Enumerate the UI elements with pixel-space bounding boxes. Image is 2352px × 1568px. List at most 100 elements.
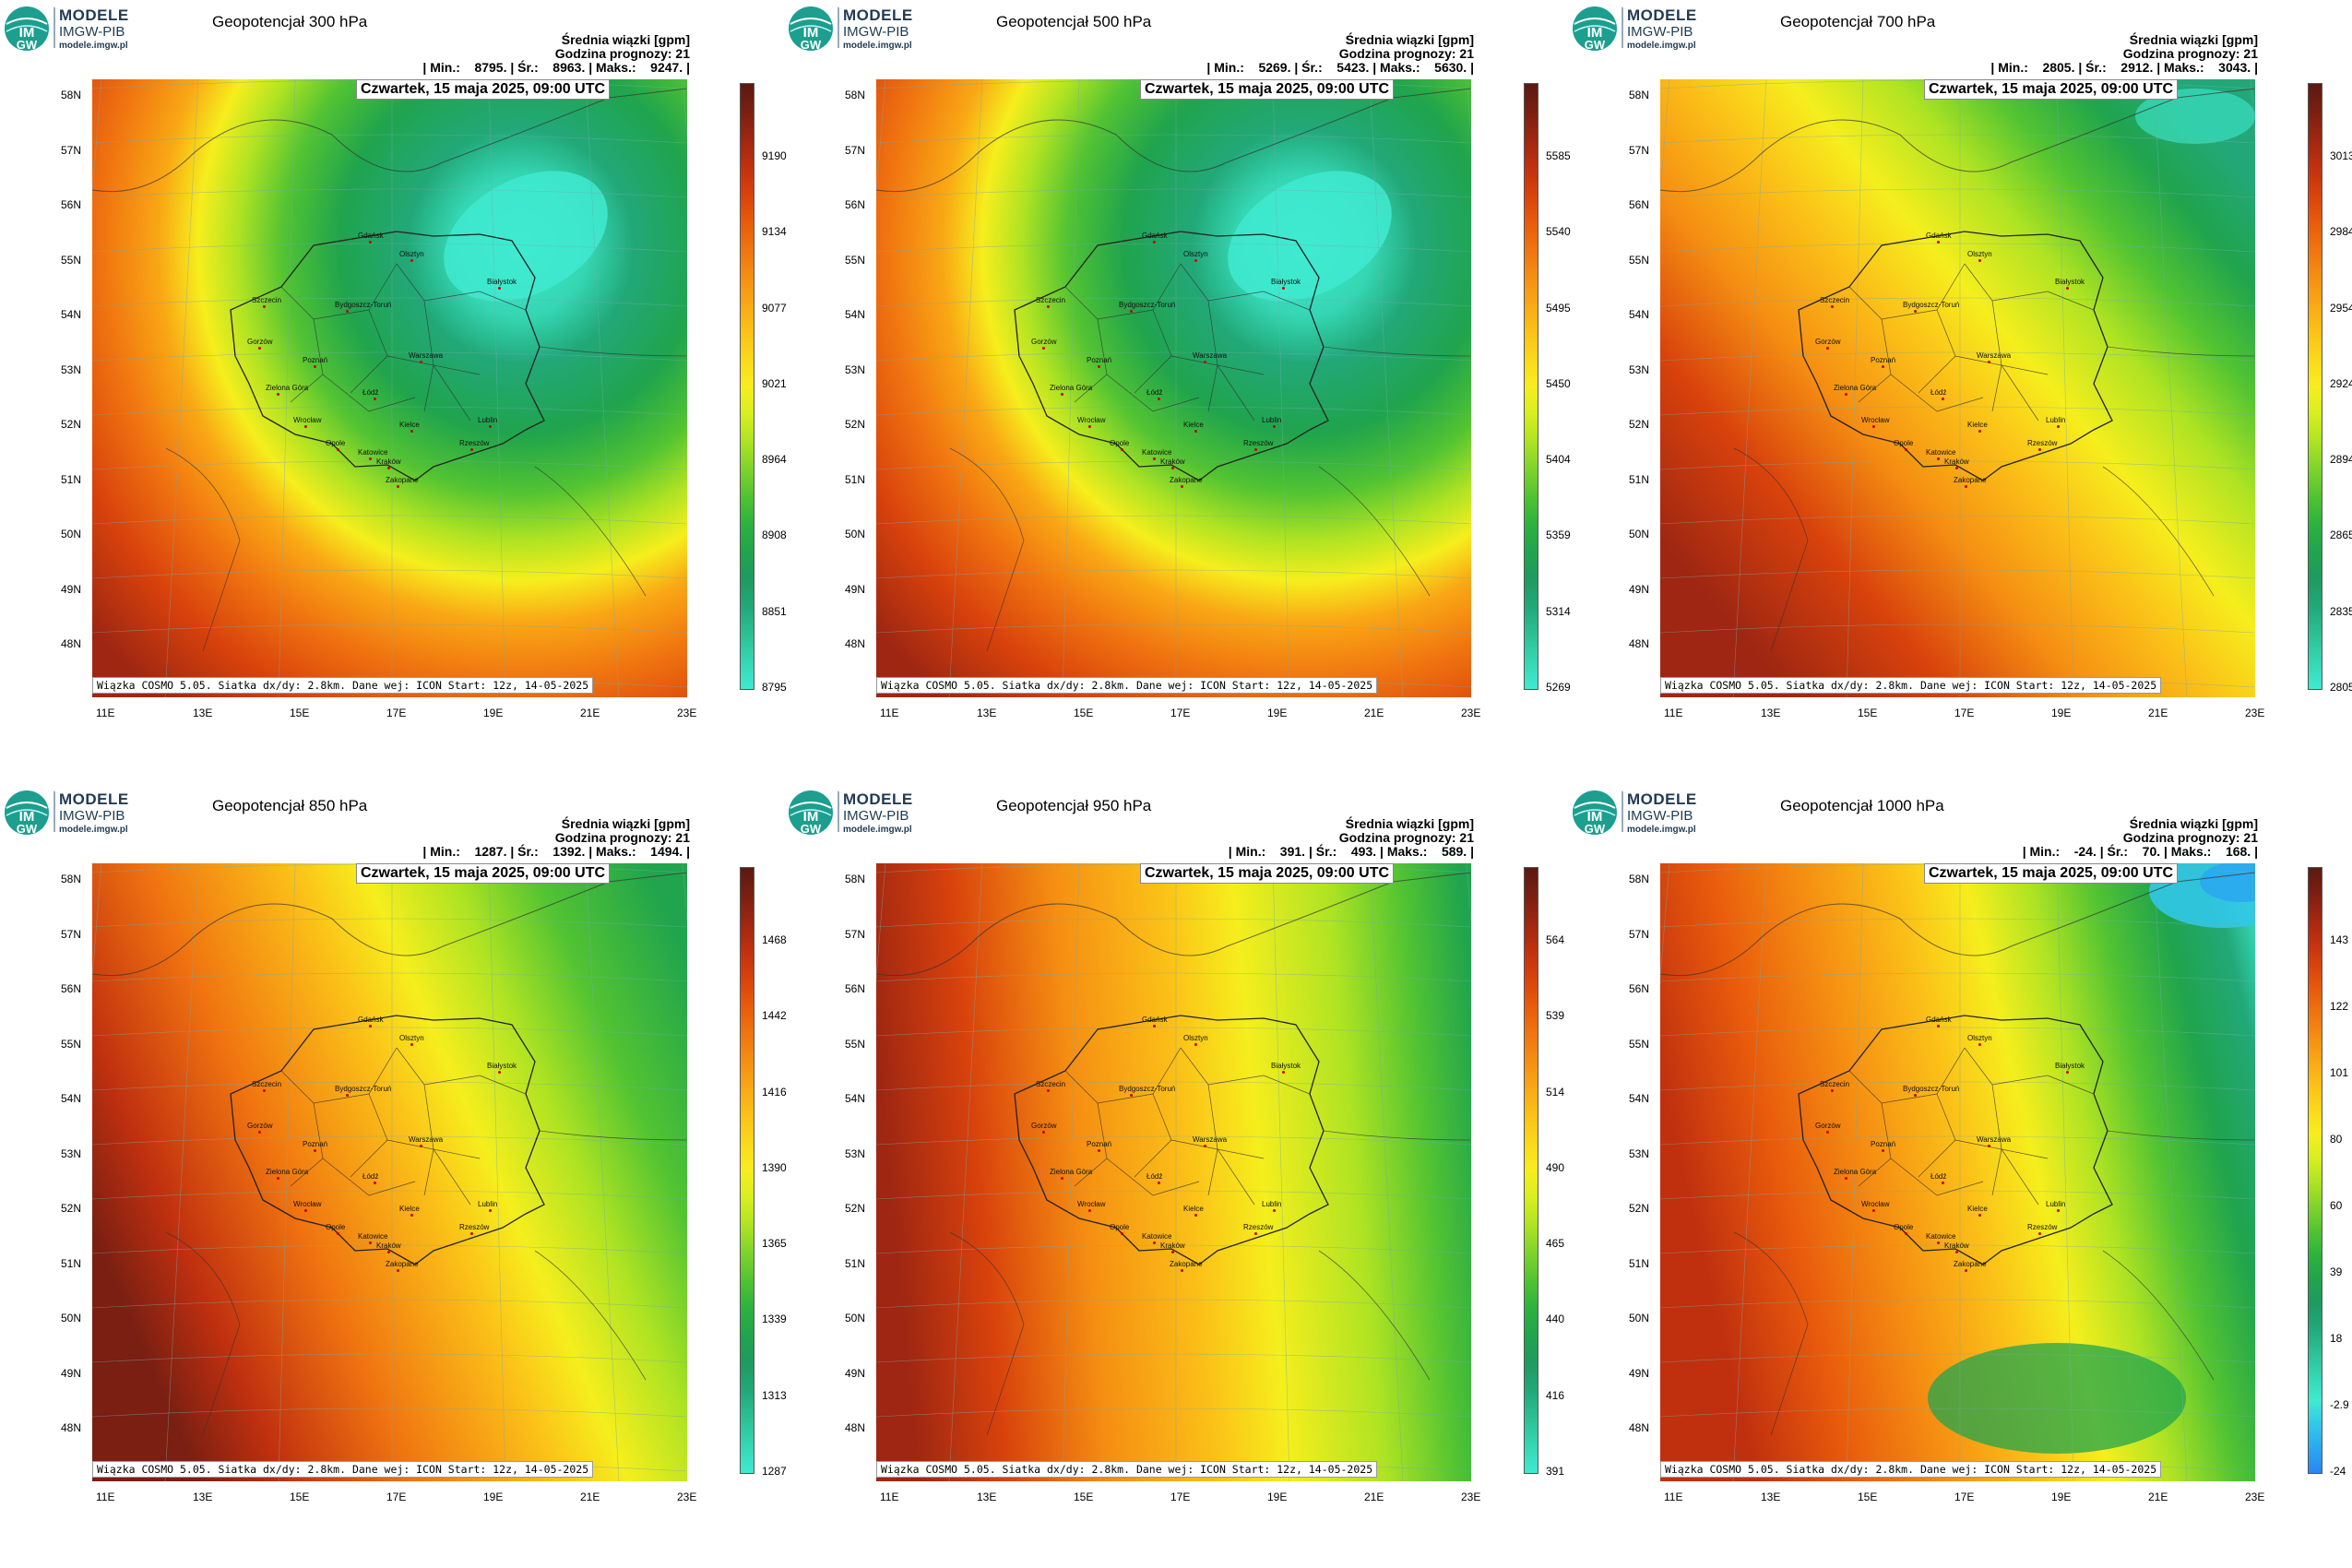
city-label: Gdańsk	[358, 1016, 384, 1024]
city-label: Białystok	[487, 278, 517, 286]
lat-tick-label: 50N	[61, 1312, 82, 1324]
grid-line	[1660, 863, 1670, 981]
city-label: Kraków	[376, 457, 401, 466]
grid-line	[1369, 863, 1404, 1481]
voivodeship-border	[2001, 1148, 2039, 1206]
colorbar-label: 2954	[2330, 301, 2352, 315]
brand-line2: IMGW-PIB	[843, 24, 909, 40]
city-label: Gdańsk	[1142, 232, 1168, 240]
lon-tick-label: 23E	[2245, 707, 2265, 719]
grid-line	[1660, 243, 2255, 253]
colorbar-label: 1468	[762, 933, 787, 946]
grid-line	[876, 243, 1471, 253]
city-marker	[2057, 1209, 2060, 1212]
lat-tick-label: 57N	[1629, 927, 1650, 941]
grid-line	[876, 1299, 1471, 1309]
panel-title: Geopotencjał 850 hPa	[212, 797, 368, 814]
lat-tick-label: 51N	[61, 472, 82, 486]
lat-tick-label: 58N	[845, 89, 866, 101]
map-area[interactable]: Gdańsk Olsztyn Białystok Szczecin Bydgoszcz-…	[92, 79, 687, 697]
city-marker	[2066, 287, 2069, 290]
city-marker	[1047, 1089, 1050, 1092]
brand-line2: IMGW-PIB	[1627, 808, 1693, 824]
grid-line	[876, 918, 1471, 928]
grid-line	[92, 569, 687, 579]
city-marker	[489, 1209, 492, 1212]
colorbar-label: 2805	[2330, 681, 2352, 694]
city-marker	[1254, 1232, 1257, 1235]
lat-tick-label: 51N	[1629, 472, 1650, 486]
brand-divider	[1621, 7, 1623, 48]
panel-title: Geopotencjał 950 hPa	[996, 797, 1152, 814]
date-box: Czwartek, 15 maja 2025, 09:00 UTC	[1924, 79, 2179, 100]
city-marker	[263, 305, 266, 308]
city-label: Opole	[1110, 439, 1130, 447]
grid-line	[92, 515, 687, 525]
city-label: Gdańsk	[1926, 1016, 1952, 1024]
grid-line	[1660, 297, 2255, 307]
map-area[interactable]: Gdańsk Olsztyn Białystok Szczecin Bydgoszcz-…	[876, 79, 1471, 697]
city-marker	[1965, 485, 1967, 488]
city-label: Gorzów	[1815, 1122, 1841, 1130]
info-forecast: Godzina prognozy: 21	[2122, 830, 2258, 845]
lon-tick-label: 11E	[1664, 1491, 1683, 1503]
lat-tick-label: 49N	[61, 582, 82, 596]
city-marker	[1254, 448, 1257, 451]
city-label: Białystok	[487, 1062, 517, 1070]
voivodeship-border	[2047, 1075, 2095, 1095]
imgw-logo-icon: IM GW	[5, 790, 49, 836]
brand-block: MODELE IMGW-PIB modele.imgw.pl	[59, 791, 129, 835]
colorbar-label: 9190	[762, 149, 787, 162]
lat-tick-label: 52N	[1629, 418, 1650, 431]
city-label: Lublin	[1262, 1200, 1282, 1208]
colorbar-label: 18	[2330, 1332, 2343, 1345]
city-marker	[258, 1131, 261, 1134]
city-marker	[1088, 1209, 1091, 1212]
map-area[interactable]: Gdańsk Olsztyn Białystok Szczecin Bydgoszcz-…	[1660, 863, 2255, 1481]
grid-line	[876, 188, 1471, 198]
lat-tick-label: 49N	[845, 1366, 866, 1380]
city-label: Zakopane	[1170, 1260, 1203, 1268]
grid-line	[1660, 134, 2255, 144]
coastline	[1660, 872, 2255, 977]
city-label: Białystok	[2055, 278, 2085, 286]
voivodeship-border	[1217, 364, 1255, 422]
grid-line	[92, 188, 687, 198]
city-marker	[1130, 310, 1133, 313]
voivodeship-border	[1848, 1047, 1966, 1104]
map-panel: IM GW MODELE IMGW-PIB modele.imgw.pl Geo…	[1568, 0, 2352, 784]
city-label: Zielona Góra	[1834, 384, 1877, 392]
city-label: Poznań	[1087, 356, 1112, 364]
city-label: Szczecin	[1820, 296, 1850, 304]
city-marker	[369, 1241, 372, 1244]
footer-note: Wiązka COSMO 5.05. Siatka dx/dy: 2.8km. …	[876, 1461, 1378, 1478]
grid-line	[2056, 79, 2074, 697]
date-box: Czwartek, 15 maja 2025, 09:00 UTC	[1140, 863, 1395, 884]
city-marker	[2038, 1232, 2041, 1235]
city-label: Zakopane	[1954, 476, 1987, 484]
city-marker	[1845, 393, 1847, 396]
map-area[interactable]: Gdańsk Olsztyn Białystok Szczecin Bydgoszcz-…	[876, 863, 1471, 1481]
city-label: Katowice	[358, 1232, 388, 1241]
city-marker	[1194, 1043, 1197, 1046]
city-marker	[346, 1094, 349, 1097]
colorbar	[1524, 83, 1538, 690]
city-marker	[1937, 1025, 1940, 1028]
footer-note: Wiązka COSMO 5.05. Siatka dx/dy: 2.8km. …	[1660, 677, 2162, 694]
grid-line	[92, 972, 687, 982]
map-area[interactable]: Gdańsk Olsztyn Białystok Szczecin Bydgoszcz-…	[1660, 79, 2255, 697]
city-marker	[346, 310, 349, 313]
city-marker	[1158, 1182, 1160, 1184]
grid-line	[1369, 79, 1404, 697]
grid-line	[1062, 79, 1080, 697]
colorbar-label: 564	[1546, 933, 1565, 946]
grid-line	[1660, 406, 2255, 416]
city-label: Łódź	[1146, 1172, 1163, 1181]
country-border	[165, 447, 241, 652]
grid-line	[1660, 972, 2255, 982]
grid-line	[1846, 863, 1864, 1481]
lon-tick-label: 19E	[483, 707, 504, 719]
grid-line	[92, 1408, 687, 1418]
city-marker	[1204, 1145, 1206, 1147]
map-area[interactable]: Gdańsk Olsztyn Białystok Szczecin Bydgoszcz-…	[92, 863, 687, 1481]
